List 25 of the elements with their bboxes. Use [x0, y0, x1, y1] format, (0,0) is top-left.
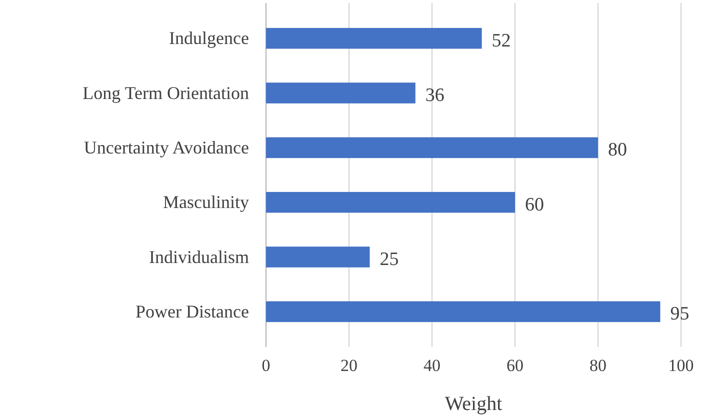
data-label: 52 — [492, 30, 511, 52]
data-label: 60 — [525, 194, 544, 216]
y-tick-label: Individualism — [149, 246, 249, 267]
bar — [266, 192, 515, 213]
y-tick-label: Power Distance — [136, 301, 250, 322]
x-tick-label: 100 — [668, 356, 694, 376]
x-axis-title: Weight — [444, 393, 503, 415]
y-tick-label: Indulgence — [169, 28, 250, 48]
bar — [266, 28, 482, 49]
y-tick-label: Masculinity — [163, 192, 249, 212]
y-tick-label: Uncertainty Avoidance — [84, 137, 250, 158]
x-tick-label: 80 — [590, 356, 606, 376]
x-tick-label: 0 — [262, 356, 270, 376]
x-tick-label: 40 — [424, 356, 440, 376]
bar — [266, 301, 660, 322]
data-label: 80 — [608, 140, 627, 161]
data-label: 25 — [380, 249, 399, 270]
bar — [266, 246, 370, 268]
bar — [266, 82, 416, 104]
y-tick-label: Long Term Orientation — [82, 82, 249, 103]
x-tick-label: 20 — [340, 356, 358, 376]
data-label: 95 — [670, 304, 690, 325]
x-tick-label: 60 — [506, 356, 524, 376]
data-label: 36 — [425, 85, 444, 106]
bar — [266, 137, 598, 158]
